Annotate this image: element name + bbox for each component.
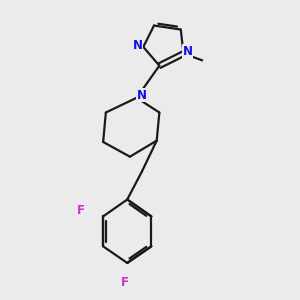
Text: N: N xyxy=(132,39,142,52)
Text: N: N xyxy=(137,88,147,102)
Text: F: F xyxy=(76,204,84,217)
Text: F: F xyxy=(121,276,129,289)
Text: N: N xyxy=(182,45,193,58)
